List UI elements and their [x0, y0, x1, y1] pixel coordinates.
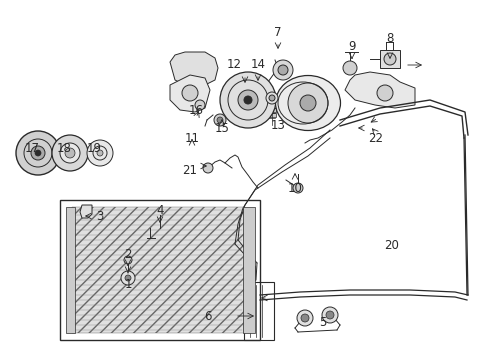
Bar	[243, 207, 254, 333]
Circle shape	[265, 92, 278, 104]
Circle shape	[214, 114, 225, 126]
Text: 19: 19	[86, 141, 102, 154]
Circle shape	[60, 143, 80, 163]
Circle shape	[287, 83, 327, 123]
Bar	[72, 207, 244, 333]
Text: 8: 8	[386, 32, 393, 45]
Bar	[244, 282, 273, 340]
Text: 15: 15	[214, 122, 229, 135]
Circle shape	[97, 150, 103, 156]
Text: 7: 7	[274, 26, 281, 39]
Circle shape	[16, 131, 60, 175]
Bar	[66, 207, 75, 333]
Text: 13: 13	[270, 118, 285, 131]
Polygon shape	[345, 72, 414, 108]
Circle shape	[376, 85, 392, 101]
Bar	[267, 113, 275, 117]
Bar	[379, 50, 399, 68]
Circle shape	[244, 96, 251, 104]
Text: 12: 12	[226, 58, 241, 71]
Circle shape	[195, 100, 204, 110]
Polygon shape	[80, 205, 92, 218]
Ellipse shape	[275, 76, 340, 131]
Circle shape	[301, 314, 308, 322]
Text: 6: 6	[204, 310, 211, 323]
Polygon shape	[170, 75, 209, 112]
Bar	[267, 108, 275, 112]
Text: 11: 11	[184, 131, 199, 144]
Text: 9: 9	[347, 40, 355, 53]
Circle shape	[342, 61, 356, 75]
Text: 16: 16	[188, 104, 203, 117]
Circle shape	[296, 310, 312, 326]
Circle shape	[87, 140, 113, 166]
Text: 17: 17	[24, 141, 40, 154]
Circle shape	[121, 271, 135, 285]
Text: 21: 21	[182, 163, 197, 176]
Circle shape	[182, 85, 198, 101]
Text: 22: 22	[368, 131, 383, 144]
Bar	[60, 200, 260, 340]
Text: 3: 3	[96, 210, 103, 222]
Text: 18: 18	[57, 141, 71, 154]
Circle shape	[52, 135, 88, 171]
Circle shape	[383, 53, 395, 65]
Text: 4: 4	[156, 203, 163, 216]
Circle shape	[268, 95, 274, 101]
Circle shape	[124, 256, 132, 264]
Circle shape	[299, 95, 315, 111]
Circle shape	[238, 90, 258, 110]
Circle shape	[125, 275, 131, 281]
Polygon shape	[170, 52, 218, 85]
Circle shape	[65, 148, 75, 158]
Circle shape	[217, 117, 223, 123]
Text: 10: 10	[287, 181, 302, 194]
Text: 2: 2	[124, 248, 131, 261]
Text: 1: 1	[124, 278, 131, 291]
Text: 14: 14	[250, 58, 265, 71]
Circle shape	[325, 311, 333, 319]
Circle shape	[35, 150, 41, 156]
Text: 5: 5	[319, 315, 326, 328]
Circle shape	[31, 146, 45, 160]
Circle shape	[220, 72, 275, 128]
Text: 20: 20	[384, 239, 399, 252]
Circle shape	[321, 307, 337, 323]
Circle shape	[278, 65, 287, 75]
Circle shape	[203, 163, 213, 173]
Circle shape	[292, 183, 303, 193]
Circle shape	[272, 60, 292, 80]
